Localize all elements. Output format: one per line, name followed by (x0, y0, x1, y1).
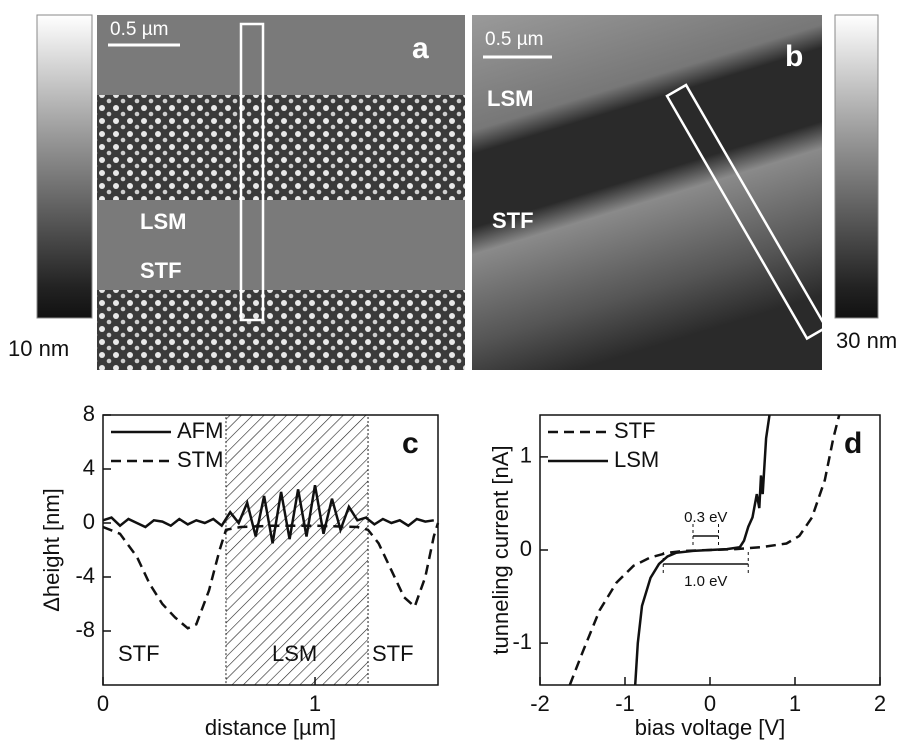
annotation: STF (118, 641, 160, 666)
annotation: LSM (272, 641, 317, 666)
shaded-region (225, 414, 369, 686)
y-axis-label: tunneling current [nA] (488, 445, 513, 654)
y-tick-label: 0 (83, 509, 95, 534)
x-tick-label: 2 (874, 691, 886, 716)
x-tick-label: 1 (789, 691, 801, 716)
x-axis-label: bias voltage [V] (635, 715, 785, 740)
colorbar (834, 14, 879, 319)
y-tick-label: -8 (75, 617, 95, 642)
panel-label: c (402, 427, 419, 460)
data-line (102, 522, 440, 630)
x-tick-label: 0 (704, 691, 716, 716)
panel-label: a (412, 32, 429, 65)
panel-label: d (844, 427, 862, 460)
colorbar (36, 14, 93, 319)
legend-label: LSM (614, 447, 659, 472)
data-line (633, 414, 771, 686)
y-tick-label: 0 (520, 536, 532, 561)
data-line (102, 484, 434, 544)
colorbar-label: 30 nm (836, 328, 897, 353)
x-axis-label: distance [µm] (205, 715, 336, 740)
y-tick-label: -1 (512, 629, 532, 654)
region-label: LSM (487, 86, 533, 111)
panel-label: b (785, 40, 803, 73)
profile-box (239, 22, 265, 322)
stm-image (472, 15, 822, 370)
y-tick-label: -4 (75, 563, 95, 588)
region-label: STF (140, 258, 182, 283)
grain-band (97, 95, 465, 200)
scale-label: 0.5 µm (485, 29, 543, 50)
y-tick-label: 4 (83, 455, 95, 480)
y-axis-label: Δheight [nm] (39, 488, 64, 612)
x-tick-label: -2 (530, 691, 550, 716)
legend-label: STM (177, 447, 223, 472)
micrographs: 10 nm 0.5 µm a LSM STF 30 nm 0.5 µm b LS… (8, 14, 897, 370)
profile-box (665, 83, 828, 341)
x-tick-label: 1 (309, 691, 321, 716)
colorbar-label: 10 nm (8, 336, 69, 361)
x-tick-label: 0 (97, 691, 109, 716)
grain-band (97, 290, 465, 370)
x-tick-label: -1 (615, 691, 635, 716)
region-label: STF (492, 208, 534, 233)
annotation: STF (372, 641, 414, 666)
region-label: LSM (140, 209, 186, 234)
y-tick-label: 1 (520, 443, 532, 468)
legend-label: STF (614, 418, 656, 443)
y-tick-label: 8 (83, 401, 95, 426)
scale-label: 0.5 µm (110, 19, 168, 40)
legend-label: AFM (177, 418, 223, 443)
gap-label: 0.3 eV (684, 509, 727, 526)
gap-label: 1.0 eV (684, 573, 727, 590)
plot-frame (102, 414, 439, 686)
